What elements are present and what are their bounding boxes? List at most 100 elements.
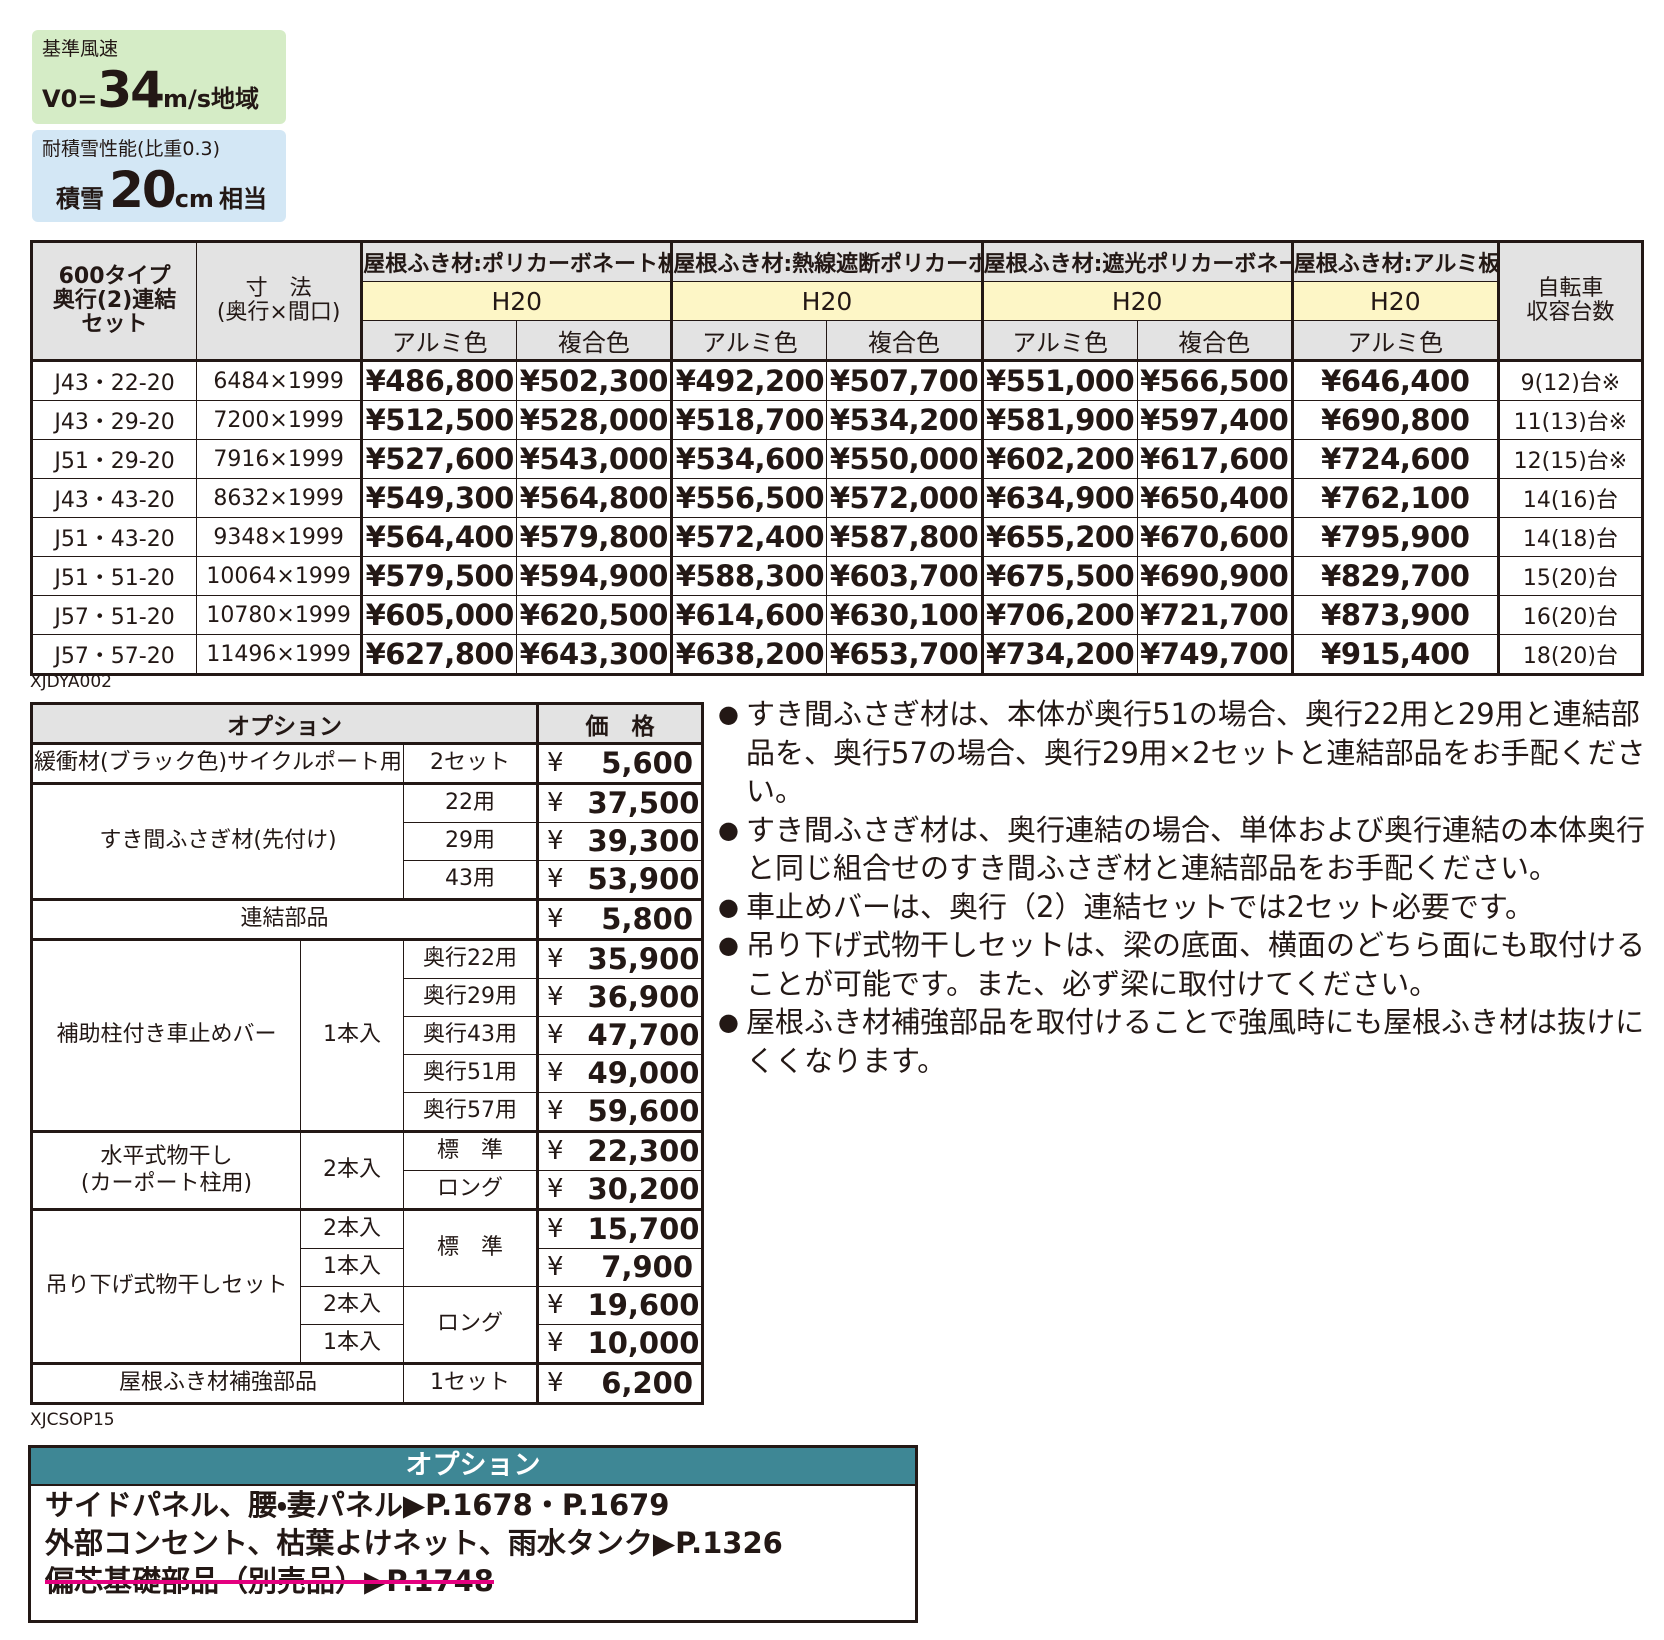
wind-badge: 基準風速 V0=34m/s地域	[32, 30, 286, 124]
option-row: 緩衝材(ブラック色)サイクルポート用 2セット ¥5,600	[31, 742, 704, 784]
price: ¥564,400	[360, 517, 518, 557]
size: 6484×1999	[196, 359, 363, 401]
wind-value: 34	[97, 61, 165, 119]
option-row: 43用 ¥53,900	[32, 860, 704, 900]
option-price: 47,700	[587, 1016, 704, 1055]
price: ¥655,200	[980, 517, 1138, 557]
price: ¥556,500	[670, 478, 828, 518]
option-name: 緩衝材(ブラック色)サイクルポート用	[31, 742, 404, 784]
price: ¥603,700	[826, 556, 983, 596]
bikes: 12(15)台※	[1496, 439, 1644, 479]
option-spec: 奥行51用	[402, 1054, 539, 1093]
price: ¥543,000	[516, 439, 673, 479]
option-header: オプション	[30, 703, 539, 744]
size-header: 寸 法 (奥行×間口)	[196, 241, 363, 361]
bikes: 16(20)台	[1496, 595, 1644, 635]
bikes: 15(20)台	[1496, 556, 1644, 596]
price: ¥587,800	[826, 517, 983, 557]
price: ¥614,600	[670, 595, 828, 635]
bikes: 14(16)台	[1496, 478, 1644, 518]
option-price: 19,600	[587, 1286, 704, 1325]
currency: ¥	[536, 1208, 588, 1249]
option-link: 偏芯基礎部品（別売品）▶P.1748	[45, 1564, 494, 1598]
model: J51・43-20	[30, 517, 198, 557]
size: 7200×1999	[196, 400, 363, 440]
option-price: 22,300	[587, 1130, 704, 1171]
options-code: XJCSOP15	[30, 1410, 115, 1430]
option-spec: 29用	[402, 822, 539, 861]
option-price: 35,900	[587, 938, 704, 979]
currency: ¥	[536, 860, 588, 900]
option-box-title: オプション	[31, 1448, 915, 1486]
option-name: 屋根ふき材補強部品	[31, 1362, 404, 1404]
option-row: 2本入 ロング ¥19,600	[32, 1286, 704, 1364]
option-price: 59,600	[587, 1092, 704, 1132]
option-spec: 43用	[402, 860, 539, 900]
currency: ¥	[536, 1092, 588, 1132]
price: ¥620,500	[516, 595, 673, 635]
price: ¥527,600	[360, 439, 518, 479]
option-price: 10,000	[587, 1324, 704, 1364]
price: ¥795,900	[1290, 517, 1499, 557]
option-row: 1本入 ¥7,900	[32, 1248, 704, 1287]
price: ¥572,000	[826, 478, 983, 518]
color-header: 複合色	[826, 320, 983, 361]
price: ¥486,800	[360, 359, 518, 401]
roof-name: 屋根ふき材:遮光ポリカーボネート板	[980, 241, 1293, 282]
option-spec: 奥行29用	[402, 978, 539, 1017]
roof-height: H20	[1290, 281, 1499, 321]
option-price: 49,000	[587, 1054, 704, 1093]
option-price: 39,300	[587, 822, 704, 861]
option-price: 36,900	[587, 978, 704, 1017]
price: ¥762,100	[1290, 478, 1499, 518]
currency: ¥	[536, 1170, 588, 1210]
color-header: 複合色	[1136, 320, 1293, 361]
currency: ¥	[536, 782, 588, 823]
size: 10780×1999	[196, 595, 363, 635]
price: ¥634,900	[980, 478, 1138, 518]
price: ¥564,800	[516, 478, 673, 518]
currency: ¥	[536, 1248, 588, 1287]
size: 10064×1999	[196, 556, 363, 596]
price: ¥534,200	[826, 400, 983, 440]
currency: ¥	[536, 1286, 588, 1325]
price: ¥588,300	[670, 556, 828, 596]
option-price: 15,700	[587, 1208, 704, 1249]
model-header: 600タイプ 奥行(2)連結 セット	[30, 241, 198, 361]
price-row: J57・57-20 11496×1999 ¥627,800 ¥643,300 ¥638,…	[30, 634, 1644, 675]
option-price: 37,500	[587, 782, 704, 823]
currency: ¥	[536, 1054, 588, 1093]
wind-label: 基準風速	[42, 38, 119, 60]
options-table: オプション価 格緩衝材(ブラック色)サイクルポート用 2セット ¥5,600 すき間ふ…	[30, 702, 705, 1405]
color-header: 複合色	[516, 320, 673, 361]
price: ¥551,000	[980, 359, 1138, 401]
price: ¥690,900	[1136, 556, 1293, 596]
option-name: 補助柱付き車止めバー	[31, 938, 301, 1132]
bikes: 11(13)台※	[1496, 400, 1644, 440]
snow-suffix: 相当	[219, 185, 268, 213]
price: ¥566,500	[1136, 359, 1293, 401]
currency: ¥	[536, 898, 588, 940]
price-row: J51・43-20 9348×1999 ¥564,400 ¥579,800 ¥572,4…	[30, 517, 1644, 557]
price: ¥594,900	[516, 556, 673, 596]
option-price: 30,200	[587, 1170, 704, 1210]
option-row: 奥行57用 ¥59,600	[32, 1092, 704, 1132]
note: 車止めバーは、奥行（2）連結セットでは2セット必要です。	[718, 888, 1648, 927]
option-price: 6,200	[587, 1362, 704, 1404]
price: ¥724,600	[1290, 439, 1499, 479]
header-row: 600タイプ 奥行(2)連結 セット寸 法 (奥行×間口) 屋根ふき材:ポリカーボ…	[30, 241, 1644, 361]
currency: ¥	[536, 938, 588, 979]
size: 9348×1999	[196, 517, 363, 557]
price: ¥502,300	[516, 359, 673, 401]
price: ¥550,000	[826, 439, 983, 479]
price: ¥675,500	[980, 556, 1138, 596]
option-spec: ロング	[402, 1170, 539, 1210]
option-row: 1本入 ¥10,000	[32, 1324, 704, 1364]
price: ¥653,700	[826, 634, 983, 675]
bikes: 14(18)台	[1496, 517, 1644, 557]
option-spec: 1セット	[402, 1362, 539, 1404]
price: ¥721,700	[1136, 595, 1293, 635]
option-qty: 1本入	[300, 938, 404, 1132]
price: ¥690,800	[1290, 400, 1499, 440]
